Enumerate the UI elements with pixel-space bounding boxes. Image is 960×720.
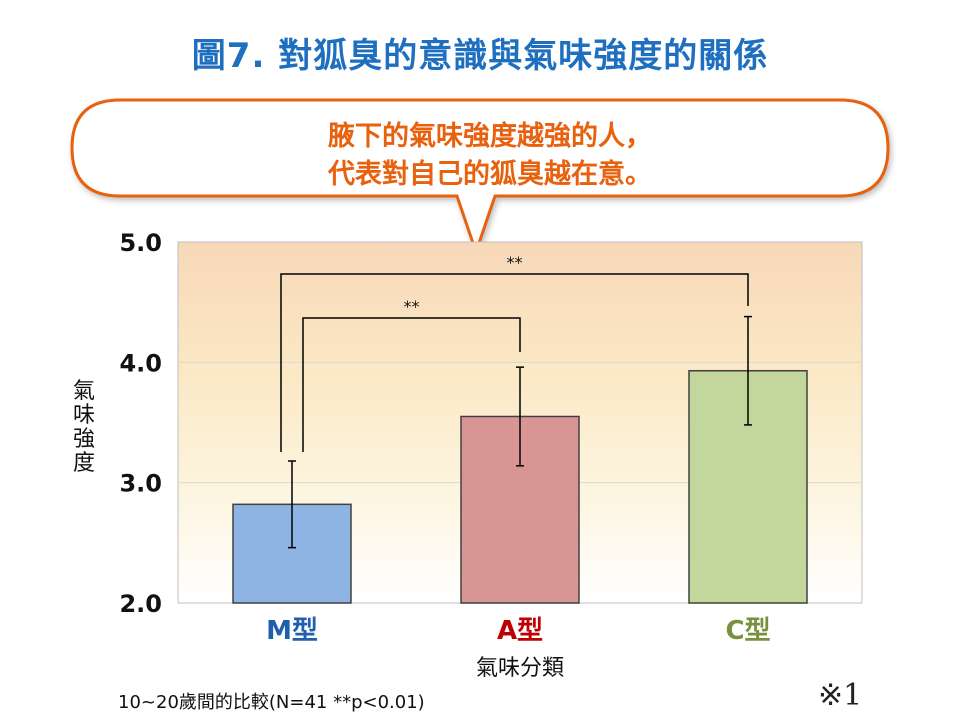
significance-label: ** <box>404 297 420 316</box>
note-mark: ※1 <box>818 678 863 713</box>
footnote: 10~20歲間的比較(N=41 **p<0.01) <box>118 692 425 713</box>
callout-text-line-1: 腋下的氣味強度越強的人， <box>328 121 652 152</box>
y-tick-label: 5.0 <box>119 229 162 257</box>
callout-bubble-shape <box>70 98 890 257</box>
significance-bracket <box>280 273 749 452</box>
page-title: 圖7. 對狐臭的意識與氣味強度的關係 <box>191 36 769 76</box>
x-category-label: M型 <box>266 616 318 646</box>
y-tick-label: 3.0 <box>119 470 162 498</box>
y-tick-label: 4.0 <box>119 349 162 377</box>
y-axis-label: 氣味強度 <box>72 379 95 476</box>
x-category-label: A型 <box>497 616 543 646</box>
bar <box>232 503 352 604</box>
x-category-label: C型 <box>725 616 770 646</box>
significance-label: ** <box>507 253 523 272</box>
significance-bracket <box>302 317 521 452</box>
y-tick-label: 2.0 <box>119 590 162 618</box>
callout-text-line-2: 代表對自己的狐臭越在意。 <box>328 159 652 190</box>
x-axis-label: 氣味分類 <box>475 656 564 681</box>
